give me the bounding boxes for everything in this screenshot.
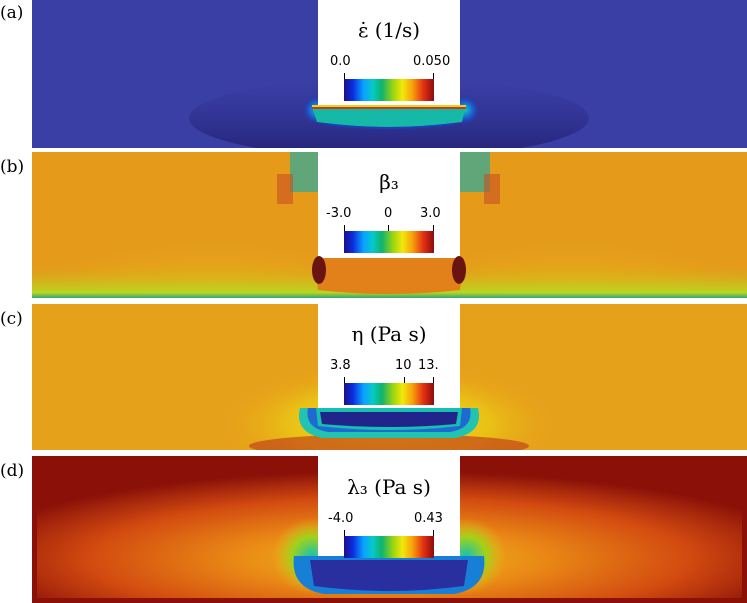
colorbar-viscosity <box>344 383 434 405</box>
colorbar-tick <box>344 225 345 231</box>
title-lambda3: λ₃ (Pa s) <box>347 475 431 499</box>
colorbar-tick <box>433 225 434 231</box>
panel-a <box>32 0 747 148</box>
colorbar-mid-label: 10 <box>395 358 412 373</box>
panel-c <box>32 304 747 450</box>
colorbar-lambda3 <box>344 536 434 558</box>
panel-label-b: (b) <box>0 157 25 177</box>
colorbar-tick <box>404 377 405 383</box>
colorbar-tick <box>344 377 345 383</box>
colorbar-max-label: 3.0 <box>420 206 441 221</box>
panel-label-d: (d) <box>0 461 25 481</box>
colorbar-min-label: 3.8 <box>330 358 351 373</box>
colorbar-tick <box>433 377 434 383</box>
panel-d <box>32 456 747 603</box>
colorbar-max-label: 13. <box>418 358 439 373</box>
title-beta3: β₃ <box>379 170 399 194</box>
panel-label-c: (c) <box>0 309 23 329</box>
strain-rate-field <box>32 0 747 148</box>
colorbar-min-label: -4.0 <box>328 511 354 526</box>
title-viscosity: η (Pa s) <box>351 322 427 346</box>
colorbar-min-label: -3.0 <box>326 206 352 221</box>
lambda3-field <box>32 456 747 603</box>
colorbar-tick <box>388 225 389 231</box>
colorbar-max-label: 0.43 <box>414 511 443 526</box>
colorbar-mid-label: 0 <box>384 206 393 221</box>
panel-label-a: (a) <box>0 3 24 23</box>
viscosity-field <box>32 304 747 450</box>
beta3-field <box>32 152 747 298</box>
colorbar-max-label: 0.050 <box>413 54 451 69</box>
colorbar-tick <box>433 530 434 536</box>
title-strain-rate: ε̇ (1/s) <box>357 18 421 42</box>
colorbar-beta3 <box>344 231 434 253</box>
colorbar-tick <box>433 73 434 79</box>
colorbar-tick <box>344 530 345 536</box>
colorbar-tick <box>344 73 345 79</box>
panel-b <box>32 152 747 298</box>
colorbar-min-label: 0.0 <box>330 54 351 69</box>
colorbar-strain-rate <box>344 79 434 101</box>
